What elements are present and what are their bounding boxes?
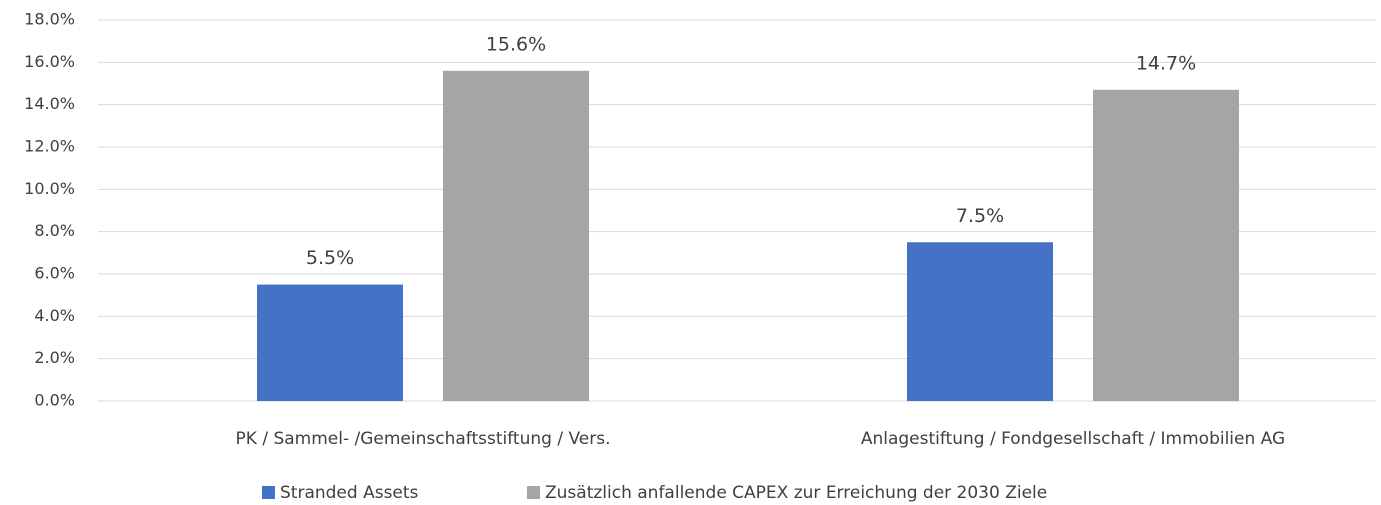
bar <box>443 70 589 402</box>
value-label: 7.5% <box>956 205 1004 227</box>
legend-label: Zusätzlich anfallende CAPEX zur Erreichu… <box>545 483 1047 503</box>
x-tick-label: PK / Sammel- /Gemeinschaftsstiftung / Ve… <box>236 429 611 449</box>
y-tick-label: 4.0% <box>34 306 75 325</box>
y-tick-label: 10.0% <box>24 179 75 198</box>
bar <box>907 242 1053 401</box>
y-tick-label: 16.0% <box>24 52 75 71</box>
y-tick-label: 14.0% <box>24 94 75 113</box>
y-tick-label: 2.0% <box>34 348 75 367</box>
y-tick-label: 18.0% <box>24 10 75 29</box>
y-tick-label: 8.0% <box>34 221 75 240</box>
value-label: 14.7% <box>1136 52 1196 74</box>
legend-swatch <box>262 486 275 499</box>
bar <box>257 284 403 401</box>
y-tick-label: 12.0% <box>24 137 75 156</box>
legend-swatch <box>527 486 540 499</box>
y-tick-label: 6.0% <box>34 264 75 283</box>
value-label: 5.5% <box>306 247 354 269</box>
legend-label: Stranded Assets <box>280 483 419 503</box>
bar <box>1093 89 1239 401</box>
y-tick-label: 0.0% <box>34 391 75 410</box>
value-label: 15.6% <box>486 33 546 55</box>
x-tick-label: Anlagestiftung / Fondgesellschaft / Immo… <box>861 429 1285 449</box>
